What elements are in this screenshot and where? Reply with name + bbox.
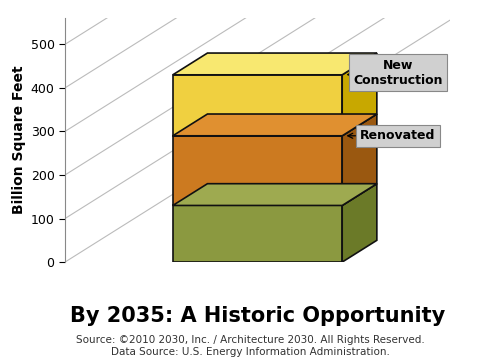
Polygon shape [173, 205, 342, 262]
Polygon shape [173, 184, 377, 205]
Text: By 2035: A Historic Opportunity: By 2035: A Historic Opportunity [70, 306, 445, 326]
Polygon shape [342, 184, 377, 262]
Polygon shape [342, 53, 377, 136]
Polygon shape [173, 75, 342, 136]
Text: Source: ©2010 2030, Inc. / Architecture 2030. All Rights Reserved.
Data Source: : Source: ©2010 2030, Inc. / Architecture … [76, 335, 424, 357]
Polygon shape [173, 114, 377, 136]
Polygon shape [173, 53, 377, 75]
Polygon shape [173, 136, 342, 205]
Text: Renovated: Renovated [348, 129, 436, 142]
Text: New
Construction: New Construction [348, 59, 443, 87]
Polygon shape [342, 114, 377, 205]
Y-axis label: Billion Square Feet: Billion Square Feet [12, 66, 26, 214]
